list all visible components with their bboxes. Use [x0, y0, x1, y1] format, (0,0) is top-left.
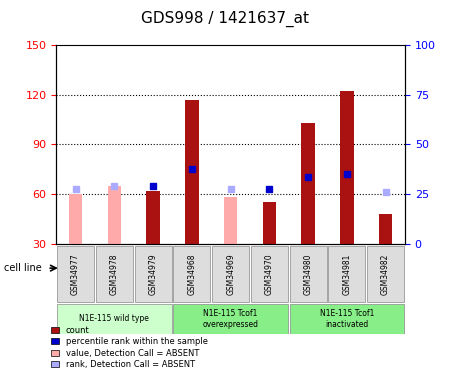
FancyBboxPatch shape: [289, 304, 404, 334]
FancyBboxPatch shape: [173, 304, 288, 334]
FancyBboxPatch shape: [173, 246, 211, 302]
Bar: [108, 186, 121, 243]
Text: GDS998 / 1421637_at: GDS998 / 1421637_at: [141, 11, 309, 27]
Bar: [69, 194, 82, 243]
Bar: [224, 197, 238, 243]
FancyBboxPatch shape: [251, 246, 288, 302]
FancyBboxPatch shape: [96, 246, 133, 302]
Text: N1E-115 wild type: N1E-115 wild type: [80, 314, 149, 323]
Legend: count, percentile rank within the sample, value, Detection Call = ABSENT, rank, : count, percentile rank within the sample…: [49, 324, 210, 371]
Text: GSM34980: GSM34980: [304, 254, 313, 295]
Text: GSM34969: GSM34969: [226, 254, 235, 295]
Text: GSM34977: GSM34977: [71, 254, 80, 295]
Text: GSM34979: GSM34979: [148, 254, 157, 295]
Bar: [263, 202, 276, 243]
FancyBboxPatch shape: [328, 246, 365, 302]
Text: GSM34982: GSM34982: [381, 254, 390, 295]
FancyBboxPatch shape: [367, 246, 404, 302]
FancyBboxPatch shape: [57, 246, 94, 302]
Text: N1E-115 Tcof1
inactivated: N1E-115 Tcof1 inactivated: [320, 309, 374, 328]
Text: GSM34981: GSM34981: [342, 254, 351, 295]
Text: GSM34978: GSM34978: [110, 254, 119, 295]
FancyBboxPatch shape: [135, 246, 172, 302]
Bar: [302, 123, 315, 243]
Text: N1E-115 Tcof1
overexpressed: N1E-115 Tcof1 overexpressed: [202, 309, 259, 328]
FancyBboxPatch shape: [212, 246, 249, 302]
Bar: [185, 100, 198, 243]
Text: cell line: cell line: [4, 263, 42, 273]
Bar: [379, 214, 392, 243]
Text: GSM34968: GSM34968: [187, 254, 196, 295]
Bar: [146, 190, 160, 243]
Bar: [340, 92, 354, 243]
FancyBboxPatch shape: [289, 246, 327, 302]
FancyBboxPatch shape: [57, 304, 172, 334]
Text: GSM34970: GSM34970: [265, 254, 274, 295]
